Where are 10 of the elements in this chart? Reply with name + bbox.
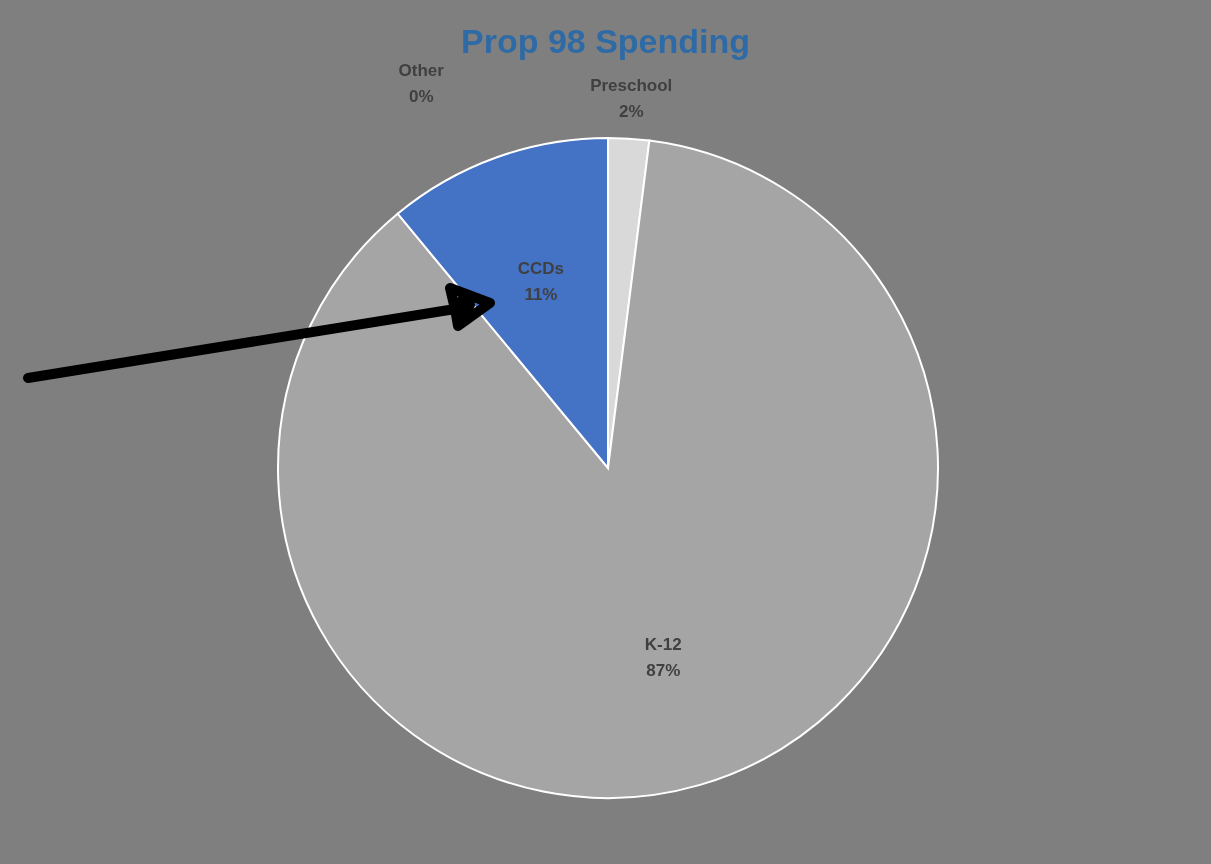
slice-label: Preschool [590, 75, 673, 95]
data-label: 87% [646, 661, 681, 681]
text: 0% [408, 86, 434, 106]
chart-title: Prop 98 Spending [460, 22, 751, 60]
slice-label: CCDs [517, 258, 565, 278]
data-label: 11% [524, 284, 558, 304]
pie-slice [277, 139, 939, 799]
slice-label: K-12 [644, 635, 682, 655]
category-label: Other [398, 60, 444, 80]
data-label: 2% [618, 101, 644, 121]
